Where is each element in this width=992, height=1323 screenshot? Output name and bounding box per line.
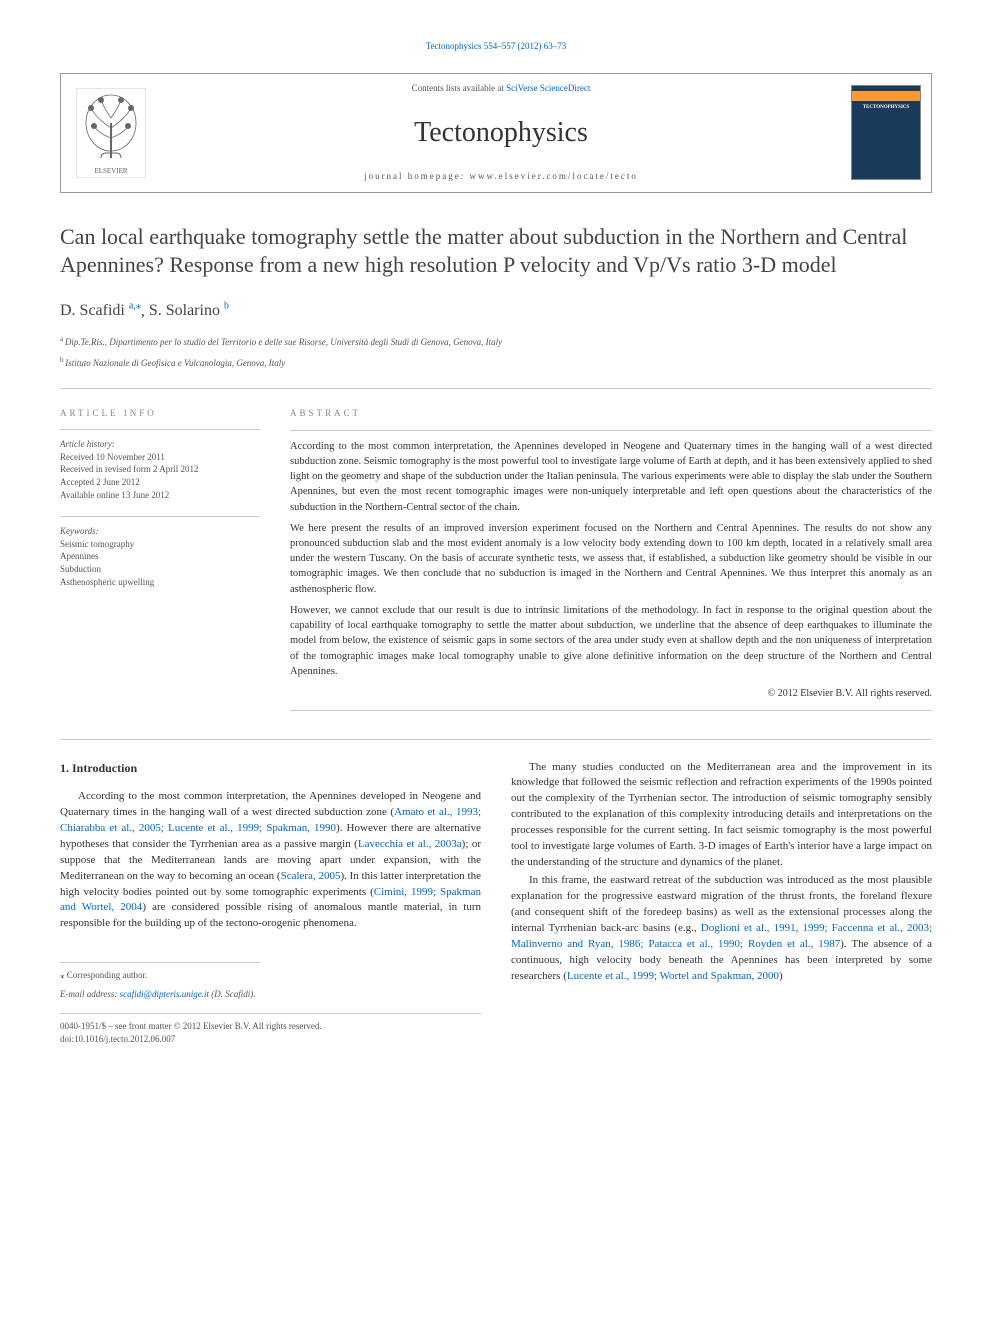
journal-name: Tectonophysics bbox=[171, 113, 831, 152]
citation-link[interactable]: Doglioni et al., 1991, 1999; Faccenna et… bbox=[511, 922, 932, 950]
section-number: 1. bbox=[60, 761, 69, 775]
email-line: E-mail address: scafidi@dipteris.unige.i… bbox=[60, 988, 481, 1001]
keyword: Apennines bbox=[60, 550, 260, 563]
history-line: Accepted 2 June 2012 bbox=[60, 476, 260, 489]
section-heading-intro: 1. Introduction bbox=[60, 760, 481, 777]
abstract-divider-end bbox=[290, 710, 932, 711]
article-info: ARTICLE INFO Article history: Received 1… bbox=[60, 407, 260, 719]
info-abstract-row: ARTICLE INFO Article history: Received 1… bbox=[60, 407, 932, 719]
body-paragraph: The many studies conducted on the Medite… bbox=[511, 760, 932, 872]
keyword: Seismic tomography bbox=[60, 538, 260, 551]
journal-homepage: journal homepage: www.elsevier.com/locat… bbox=[171, 170, 831, 183]
citation-link[interactable]: Scalera, 2005 bbox=[281, 870, 341, 882]
journal-cover-image: TECTONOPHYSICS bbox=[851, 85, 921, 180]
body-columns: 1. Introduction According to the most co… bbox=[60, 760, 932, 1047]
author-affil-mark[interactable]: b bbox=[224, 301, 229, 312]
body-paragraph: In this frame, the eastward retreat of t… bbox=[511, 873, 932, 985]
footer-block: ⁎ Corresponding author. E-mail address: … bbox=[60, 962, 481, 1046]
email-label: E-mail address: bbox=[60, 989, 117, 999]
abstract-copyright: © 2012 Elsevier B.V. All rights reserved… bbox=[290, 687, 932, 702]
abstract: ABSTRACT According to the most common in… bbox=[290, 407, 932, 719]
article-info-heading: ARTICLE INFO bbox=[60, 407, 260, 420]
keywords-label: Keywords: bbox=[60, 525, 260, 538]
abstract-paragraph: However, we cannot exclude that our resu… bbox=[290, 603, 932, 679]
keywords-block: Keywords: Seismic tomographyApenninesSub… bbox=[60, 525, 260, 588]
keyword: Subduction bbox=[60, 563, 260, 576]
citation-link[interactable]: Amato et al., 1993; Chiarabba et al., 20… bbox=[60, 806, 481, 834]
issn-line: 0040-1951/$ – see front matter © 2012 El… bbox=[60, 1020, 481, 1033]
journal-header: ELSEVIER Contents lists available at Sci… bbox=[60, 73, 932, 193]
body-divider bbox=[60, 739, 932, 740]
article-history: Article history: Received 10 November 20… bbox=[60, 438, 260, 501]
header-center: Contents lists available at SciVerse Sci… bbox=[161, 74, 841, 192]
corresponding-author: ⁎ Corresponding author. bbox=[60, 962, 260, 982]
affiliation: a Dip.Te.Ris., Dipartimento per lo studi… bbox=[60, 335, 932, 349]
affiliation: b Istituto Nazionale di Geofisica e Vulc… bbox=[60, 356, 932, 370]
right-column: The many studies conducted on the Medite… bbox=[511, 760, 932, 1047]
history-line: Received 10 November 2011 bbox=[60, 451, 260, 464]
history-line: Available online 13 June 2012 bbox=[60, 489, 260, 502]
top-citation[interactable]: Tectonophysics 554–557 (2012) 63–73 bbox=[60, 40, 932, 53]
info-divider-2 bbox=[60, 516, 260, 517]
svg-text:ELSEVIER: ELSEVIER bbox=[94, 167, 127, 175]
citation-link[interactable]: Lavecchia et al., 2003a bbox=[358, 838, 462, 850]
history-label: Article history: bbox=[60, 438, 260, 451]
email-link[interactable]: scafidi@dipteris.unige.it bbox=[120, 989, 209, 999]
left-column: 1. Introduction According to the most co… bbox=[60, 760, 481, 1047]
journal-cover-label: TECTONOPHYSICS bbox=[855, 104, 917, 111]
body-paragraph: According to the most common interpretat… bbox=[60, 789, 481, 932]
email-author-name: (D. Scafidi). bbox=[211, 989, 255, 999]
author: D. Scafidi a,⁎ bbox=[60, 302, 141, 319]
journal-cover: TECTONOPHYSICS bbox=[841, 74, 931, 192]
authors-line: D. Scafidi a,⁎, S. Solarino b bbox=[60, 300, 932, 323]
section-title: Introduction bbox=[72, 761, 137, 775]
contents-list-line: Contents lists available at SciVerse Sci… bbox=[171, 82, 831, 95]
contents-text: Contents lists available at bbox=[412, 83, 504, 93]
abstract-paragraph: According to the most common interpretat… bbox=[290, 439, 932, 515]
history-line: Received in revised form 2 April 2012 bbox=[60, 463, 260, 476]
abstract-paragraph: We here present the results of an improv… bbox=[290, 521, 932, 597]
sciencedirect-link[interactable]: SciVerse ScienceDirect bbox=[506, 83, 590, 93]
author-affil-mark[interactable]: a,⁎ bbox=[129, 301, 141, 312]
elsevier-tree-icon: ELSEVIER bbox=[76, 88, 146, 178]
doi-line: doi:10.1016/j.tecto.2012.06.007 bbox=[60, 1033, 481, 1046]
citation-link[interactable]: Cimini, 1999; Spakman and Wortel, 2004 bbox=[60, 886, 481, 914]
article-title: Can local earthquake tomography settle t… bbox=[60, 223, 932, 280]
abstract-divider bbox=[290, 430, 932, 431]
citation-link[interactable]: Lucente et al., 1999; Wortel and Spakman… bbox=[567, 970, 779, 982]
issn-doi-block: 0040-1951/$ – see front matter © 2012 El… bbox=[60, 1013, 481, 1046]
author: S. Solarino b bbox=[149, 302, 229, 319]
divider bbox=[60, 388, 932, 389]
info-divider bbox=[60, 429, 260, 430]
abstract-heading: ABSTRACT bbox=[290, 407, 932, 420]
keyword: Asthenospheric upwelling bbox=[60, 576, 260, 589]
elsevier-logo: ELSEVIER bbox=[61, 74, 161, 192]
